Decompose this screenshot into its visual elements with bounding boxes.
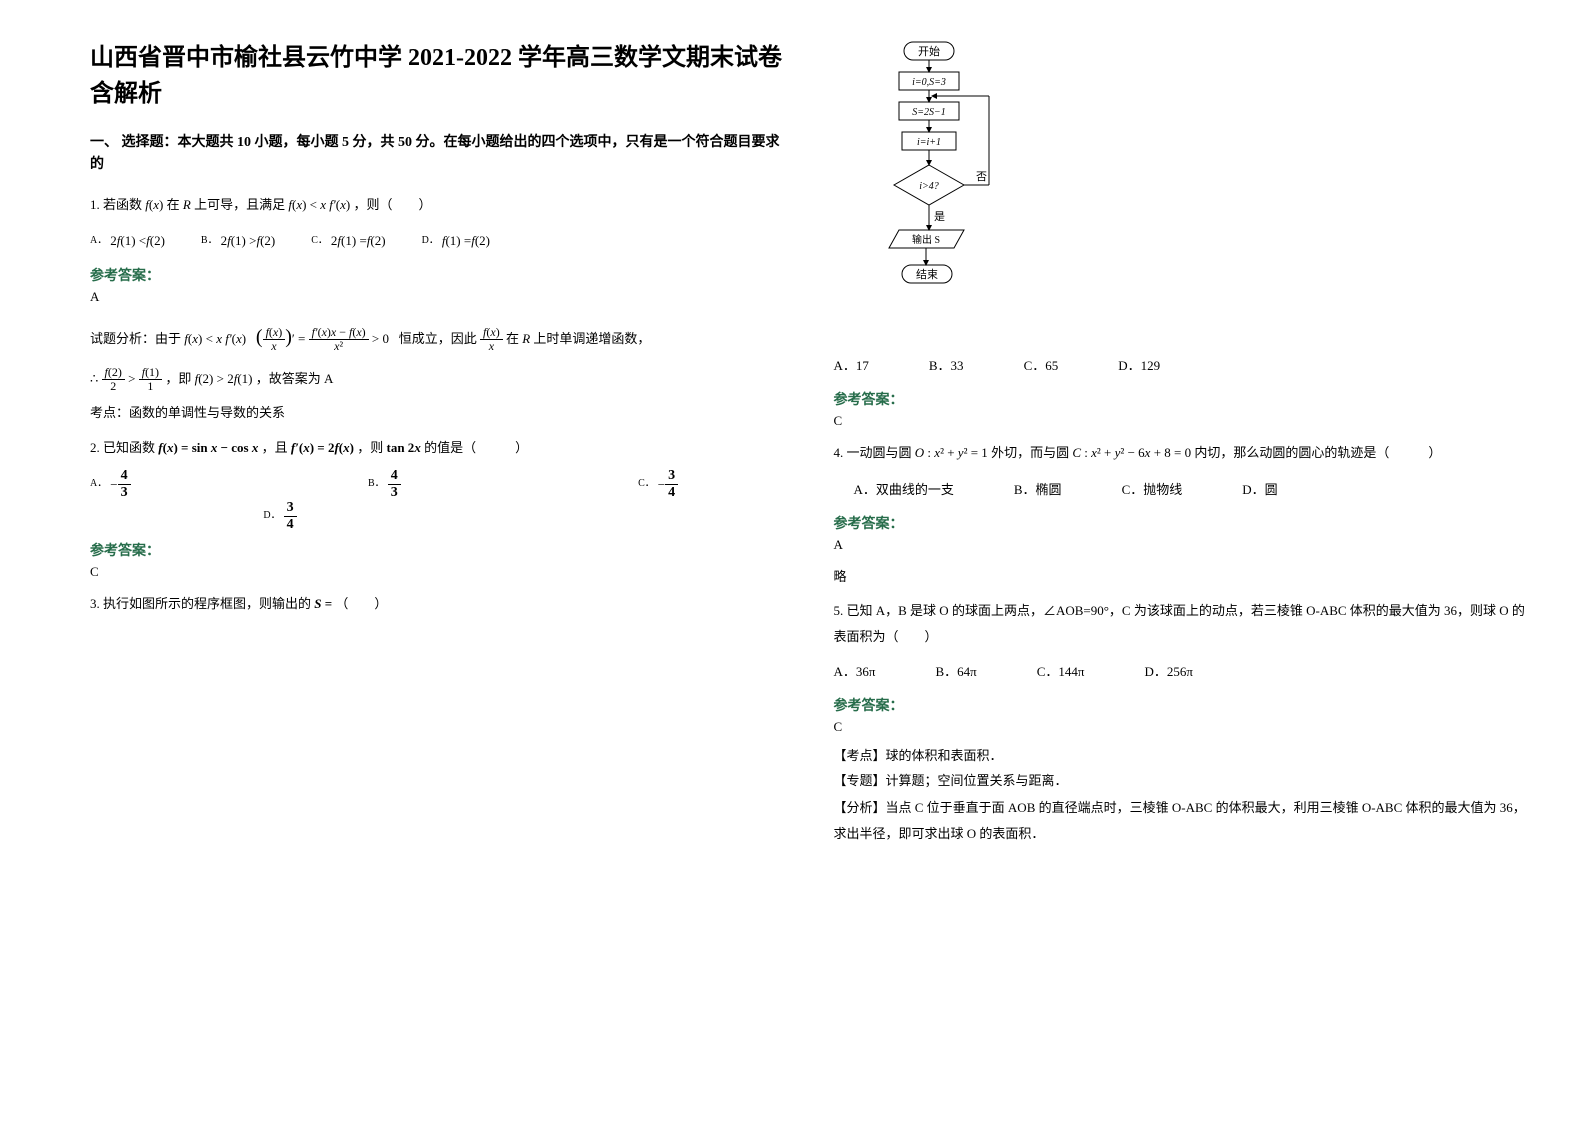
q2-optA-label: A． <box>90 472 107 496</box>
q4-optB: B．椭圆 <box>1014 474 1062 505</box>
q4-optD: D．圆 <box>1242 474 1277 505</box>
q3-answer: C <box>834 413 1528 429</box>
q1-answer-label: 参考答案： <box>90 265 784 285</box>
q4-answer-label: 参考答案： <box>834 513 1528 533</box>
q5-optD: D．256π <box>1144 656 1192 687</box>
q1-text-b: 在 <box>167 197 180 212</box>
q2-options-row2: D． 34 <box>90 500 506 532</box>
q1-text-a: 1. 若函数 <box>90 197 142 212</box>
q1-exp-c: 在 <box>506 331 519 346</box>
section-1-heading: 一、 选择题：本大题共 10 小题，每小题 5 分，共 50 分。在每小题给出的… <box>90 132 784 177</box>
q1-optD-label: D． <box>422 229 439 253</box>
flow-cond: i>4? <box>919 181 939 192</box>
q1-exp-e: ，即 <box>165 371 191 386</box>
flow-init: i=0,S=3 <box>912 77 946 88</box>
q1-answer: A <box>90 289 784 305</box>
q4-text-b: 外切，而与圆 <box>991 445 1069 460</box>
flow-no: 否 <box>976 171 987 183</box>
q3-optB: B．33 <box>929 350 964 381</box>
q5-options: A．36π B．64π C．144π D．256π <box>834 656 1528 687</box>
q2-answer: C <box>90 564 784 580</box>
q1-explain-3: 考点：函数的单调性与导数的关系 <box>90 399 784 428</box>
q2-text-c: ，则 <box>357 440 383 455</box>
q5-stem: 5. 已知 A，B 是球 O 的球面上两点，∠AOB=90°，C 为该球面上的动… <box>834 598 1528 650</box>
q2-options: A． − 43 B． 43 C． − 34 <box>90 468 714 500</box>
q1-optC-label: C． <box>311 229 328 253</box>
q2-optC-label: C． <box>638 472 655 496</box>
q1-optA-label: A． <box>90 229 107 253</box>
q2-optB-label: B． <box>368 472 385 496</box>
q1-options: A． 2f(1) < f(2) B． 2f(1) > f(2) C． 2f(1)… <box>90 225 784 256</box>
q1-exp-d: 上时单调递增函数， <box>533 331 650 346</box>
q1-explain-2: ∴ f(2)2 > f(1)1 ，即 f(2) > 2f(1) ，故答案为 A <box>90 365 784 394</box>
q3-answer-label: 参考答案： <box>834 389 1528 409</box>
q4-explain: 略 <box>834 563 1528 592</box>
q5-optC: C．144π <box>1037 656 1085 687</box>
flow-start: 开始 <box>918 44 940 58</box>
q3-optD: D．129 <box>1118 350 1160 381</box>
q3-stem: 3. 执行如图所示的程序框图，则输出的 S = （ ） <box>90 590 784 619</box>
flow-out: 输出 S <box>911 233 939 246</box>
q5-answer-label: 参考答案： <box>834 695 1528 715</box>
q4-stem: 4. 一动圆与圆 O : x² + y² = 1 外切，而与圆 C : x² +… <box>834 439 1528 468</box>
q1-exp-f: ，故答案为 A <box>256 371 334 386</box>
q3-text: 3. 执行如图所示的程序框图，则输出的 <box>90 596 311 611</box>
q1-exp-a: 试题分析：由于 <box>90 331 181 346</box>
q2-optD-label: D． <box>263 504 280 528</box>
q5-tag3: 【分析】当点 C 位于垂直于面 AOB 的直径端点时，三棱锥 O‑ABC 的体积… <box>834 795 1528 847</box>
q5-optA: A．36π <box>834 656 876 687</box>
q1-optB-label: B． <box>201 229 218 253</box>
q5-answer: C <box>834 719 1528 735</box>
flow-yes: 是 <box>934 210 945 223</box>
q1-stem: 1. 若函数 f(x) 在 R 上可导，且满足 f(x) < x f′(x) ，… <box>90 191 784 220</box>
flow-end: 结束 <box>916 268 938 281</box>
q1-text-c: 上可导，且满足 <box>194 197 285 212</box>
q3-optA: A．17 <box>834 350 869 381</box>
flowchart: 开始 i=0,S=3 S=2S−1 i=i+1 i>4? <box>864 40 1528 340</box>
q1-exp-b: 恒成立，因此 <box>399 331 477 346</box>
q4-optC: C．抛物线 <box>1122 474 1183 505</box>
q1-text-d: ，则（ ） <box>353 197 431 212</box>
flow-step2: i=i+1 <box>916 137 940 148</box>
q4-text-a: 4. 一动圆与圆 <box>834 445 912 460</box>
q5-tag1: 【考点】球的体积和表面积． <box>834 745 1528 764</box>
q2-text-d: 的值是（ ） <box>424 440 528 455</box>
q3-tail: （ ） <box>335 596 387 611</box>
q3-optC: C．65 <box>1024 350 1059 381</box>
q3-options: A．17 B．33 C．65 D．129 <box>834 350 1528 381</box>
q2-text-b: ，且 <box>262 440 288 455</box>
q4-answer: A <box>834 537 1528 553</box>
q2-answer-label: 参考答案： <box>90 540 784 560</box>
q5-optB: B．64π <box>935 656 976 687</box>
q2-stem: 2. 已知函数 f(x) = sin x − cos x ，且 f′(x) = … <box>90 434 784 463</box>
flow-step1: S=2S−1 <box>912 107 946 118</box>
exam-title: 山西省晋中市榆社县云竹中学 2021-2022 学年高三数学文期末试卷含解析 <box>90 40 784 112</box>
q4-text-c: 内切，那么动圆的圆心的轨迹是（ ） <box>1194 445 1441 460</box>
q1-explain-1: 试题分析：由于 f(x) < x f′(x) (f(x)x)′ = f′(x)x… <box>90 315 784 359</box>
q4-optA: A．双曲线的一支 <box>854 474 954 505</box>
q5-tag2: 【专题】计算题；空间位置关系与距离． <box>834 770 1528 789</box>
q2-text-a: 2. 已知函数 <box>90 440 155 455</box>
q4-options: A．双曲线的一支 B．椭圆 C．抛物线 D．圆 <box>854 474 1528 505</box>
